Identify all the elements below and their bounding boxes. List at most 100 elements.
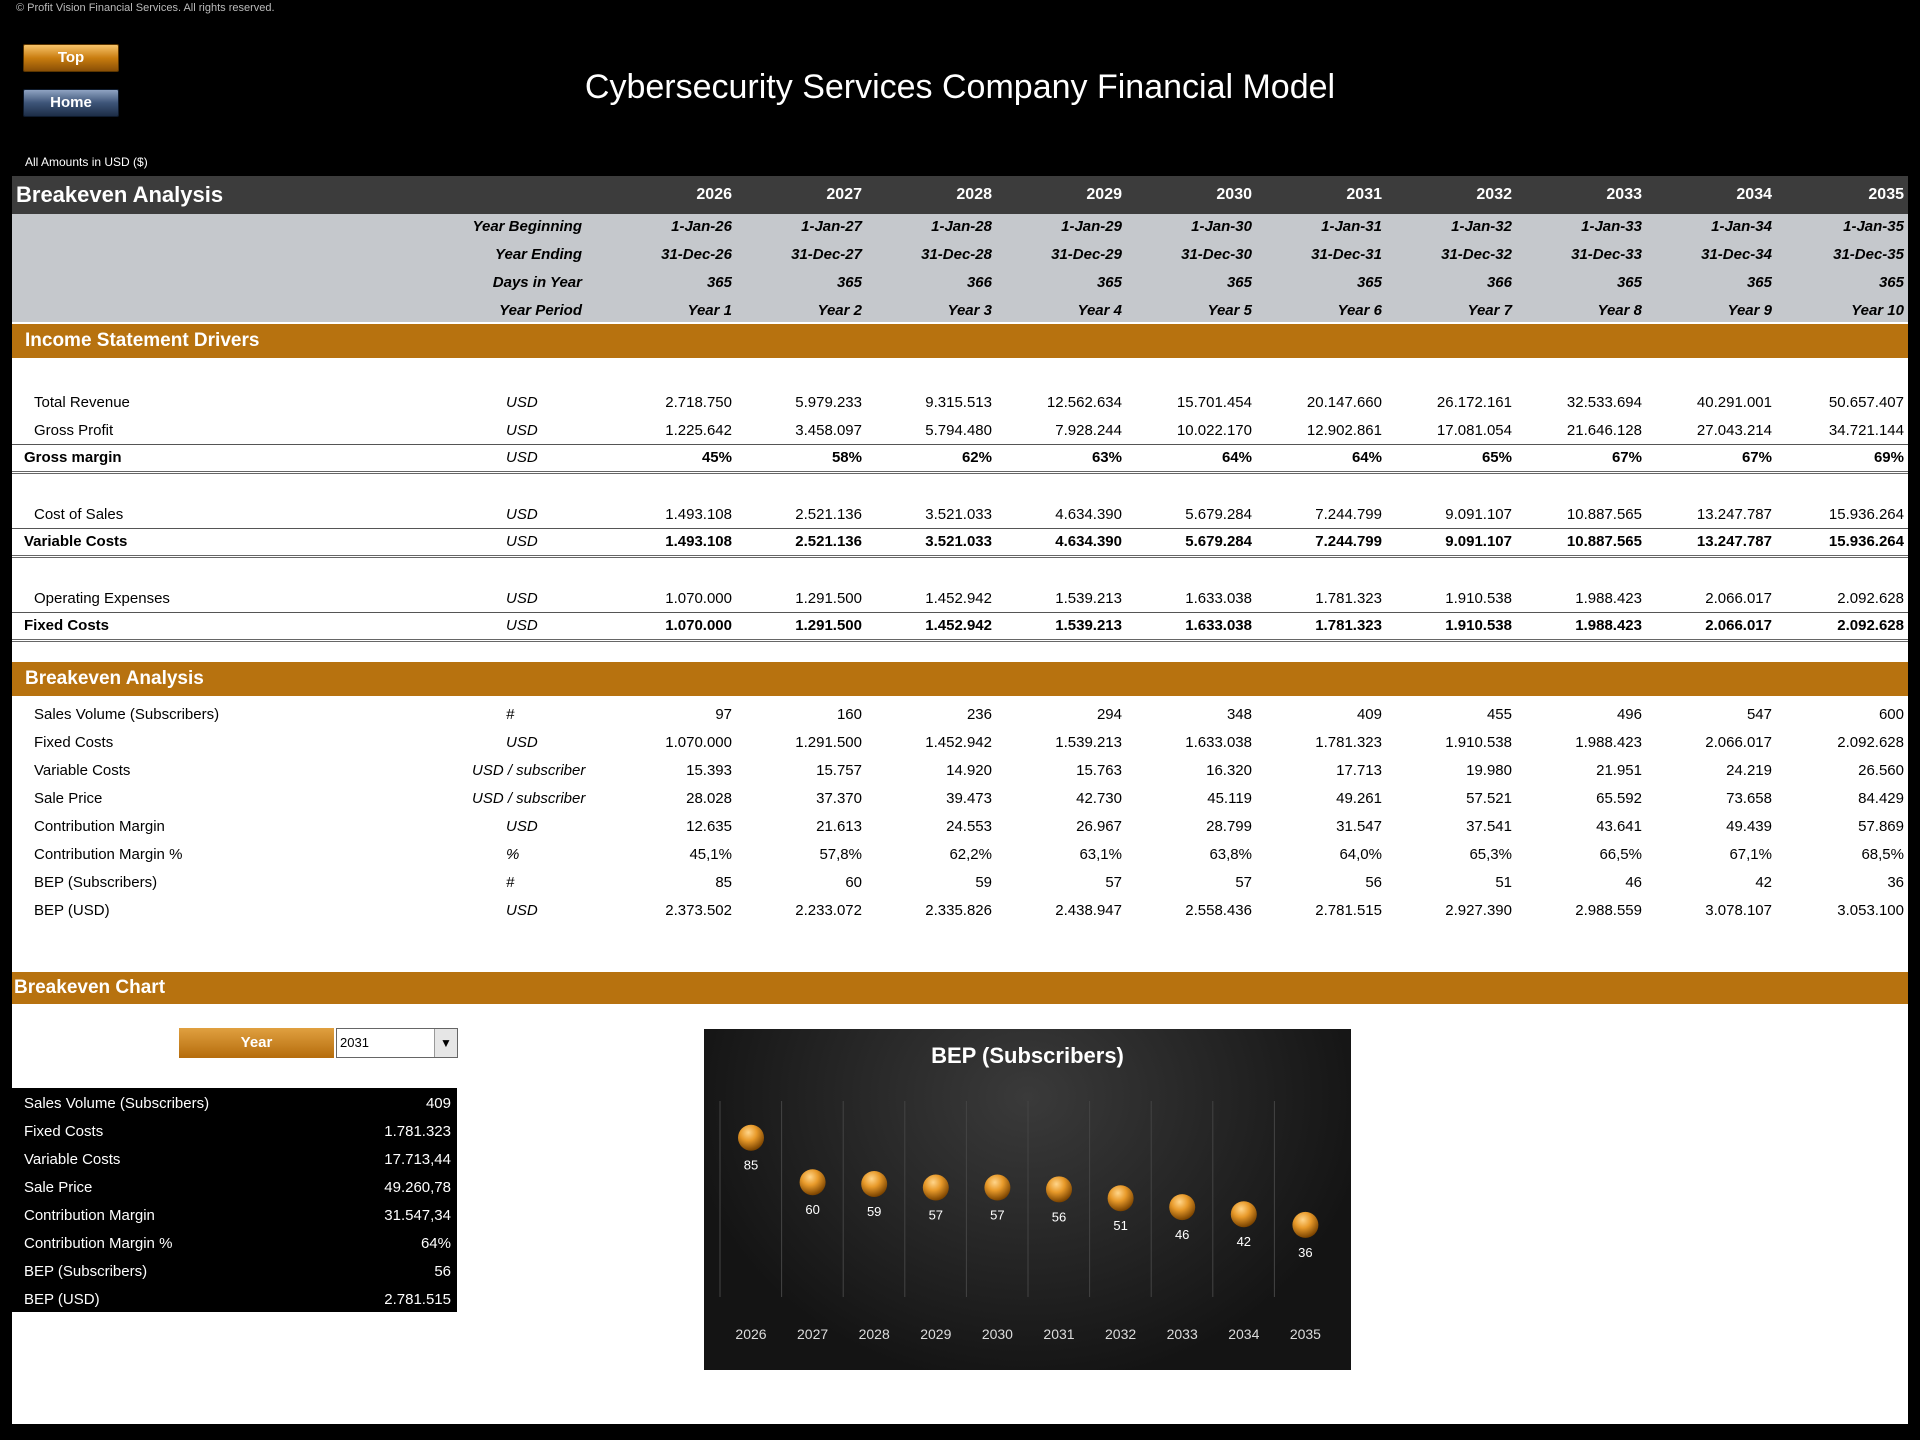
date-cell: Year 6 bbox=[1337, 302, 1382, 319]
row-unit: USD / subscriber bbox=[472, 762, 586, 779]
row-value: 7.244.799 bbox=[1315, 506, 1382, 523]
year-select[interactable]: 2031 ▼ bbox=[336, 1028, 458, 1058]
row-unit: # bbox=[506, 874, 515, 891]
date-cell: 1-Jan-33 bbox=[1581, 218, 1642, 235]
breakeven-row: Sale Price USD / subscriber 28.028 37.370 39… bbox=[12, 786, 1908, 812]
row-value: 26.967 bbox=[1076, 818, 1122, 835]
row-value: 9.091.107 bbox=[1445, 506, 1512, 523]
row-label: Variable Costs bbox=[24, 533, 128, 550]
row-value: 1.070.000 bbox=[665, 734, 732, 751]
header-year: 2031 bbox=[1346, 186, 1382, 203]
summary-value: 2.781.515 bbox=[384, 1291, 451, 1308]
breakeven-row: Variable Costs USD / subscriber 15.393 15.7… bbox=[12, 758, 1908, 784]
row-value: 57 bbox=[1235, 874, 1252, 891]
row-value: 57.869 bbox=[1858, 818, 1904, 835]
date-row: Days in Year 365 365 366 365 365 365 366 365 365 3… bbox=[12, 274, 1908, 298]
row-value: 236 bbox=[966, 706, 992, 723]
income-row: Variable Costs USD 1.493.108 2.521.136 3.521… bbox=[12, 529, 1908, 558]
row-label: Contribution Margin bbox=[34, 818, 165, 835]
row-value: 1.493.108 bbox=[665, 506, 732, 523]
row-value: 409 bbox=[1356, 706, 1382, 723]
row-value: 57.521 bbox=[1466, 790, 1512, 807]
row-value: 37.541 bbox=[1466, 818, 1512, 835]
row-unit: USD bbox=[506, 394, 538, 411]
row-value: 1.493.108 bbox=[665, 533, 732, 550]
row-label: Gross Profit bbox=[34, 422, 114, 439]
date-cell: 31-Dec-29 bbox=[1051, 246, 1122, 263]
row-unit: USD bbox=[506, 617, 538, 634]
row-value: 60 bbox=[845, 874, 862, 891]
row-value: 58% bbox=[831, 449, 862, 466]
date-cell: 31-Dec-26 bbox=[661, 246, 732, 263]
income-drivers-title: Income Statement Drivers bbox=[25, 330, 260, 351]
income-row: Gross margin USD 45% 58% 62% 63% 64% 64% 65% 67% 6… bbox=[12, 445, 1908, 474]
chart-data-label: 57 bbox=[990, 1208, 1004, 1223]
date-row: Year Beginning 1-Jan-26 1-Jan-27 1-Jan-28 1-… bbox=[12, 218, 1908, 242]
row-value: 1.910.538 bbox=[1445, 734, 1512, 751]
income-row: Operating Expenses USD 1.070.000 1.291.500 1… bbox=[12, 586, 1908, 613]
chart-point bbox=[984, 1174, 1011, 1201]
chart-x-tick: 2026 bbox=[735, 1326, 766, 1342]
row-value: 28.799 bbox=[1206, 818, 1252, 835]
row-value: 43.641 bbox=[1596, 818, 1642, 835]
row-value: 84.429 bbox=[1858, 790, 1904, 807]
row-value: 26.172.161 bbox=[1436, 394, 1512, 411]
row-value: 9.315.513 bbox=[925, 394, 992, 411]
row-value: 1.988.423 bbox=[1575, 590, 1642, 607]
row-value: 2.373.502 bbox=[665, 902, 732, 919]
breakeven-row: Contribution Margin USD 12.635 21.613 24.553… bbox=[12, 814, 1908, 840]
row-value: 5.794.480 bbox=[925, 422, 992, 439]
chart-point bbox=[1292, 1211, 1319, 1238]
row-value: 1.781.323 bbox=[1315, 590, 1382, 607]
row-value: 1.633.038 bbox=[1185, 617, 1252, 634]
chart-title: BEP (Subscribers) bbox=[931, 1043, 1124, 1068]
row-value: 64% bbox=[1221, 449, 1252, 466]
row-value: 24.553 bbox=[946, 818, 992, 835]
date-cell: 1-Jan-34 bbox=[1711, 218, 1772, 235]
header-year: 2032 bbox=[1476, 186, 1512, 203]
summary-value: 56 bbox=[434, 1263, 451, 1280]
home-button[interactable]: Home bbox=[23, 89, 119, 117]
row-value: 496 bbox=[1616, 706, 1642, 723]
row-value: 51 bbox=[1495, 874, 1512, 891]
row-value: 64% bbox=[1351, 449, 1382, 466]
row-value: 547 bbox=[1746, 706, 1772, 723]
row-value: 1.291.500 bbox=[795, 617, 862, 634]
row-value: 14.920 bbox=[946, 762, 992, 779]
date-row-label: Year Period bbox=[499, 302, 582, 319]
income-drivers-band: Income Statement Drivers bbox=[12, 324, 1908, 358]
row-value: 4.634.390 bbox=[1055, 533, 1122, 550]
row-value: 67,1% bbox=[1729, 846, 1772, 863]
chart-data-label: 56 bbox=[1052, 1209, 1066, 1224]
chart-point bbox=[1107, 1185, 1134, 1212]
chevron-down-icon[interactable]: ▼ bbox=[434, 1029, 457, 1057]
chart-data-label: 46 bbox=[1175, 1227, 1189, 1242]
summary-label: Fixed Costs bbox=[24, 1123, 104, 1140]
chart-x-tick: 2027 bbox=[797, 1326, 828, 1342]
row-value: 73.658 bbox=[1726, 790, 1772, 807]
row-value: 65,3% bbox=[1469, 846, 1512, 863]
breakeven-row: BEP (Subscribers) #85 60 59 57 57 56 51 46 42 36 bbox=[12, 870, 1908, 896]
row-value: 1.988.423 bbox=[1575, 734, 1642, 751]
summary-row: Sale Price 49.260,78 bbox=[12, 1174, 457, 1202]
row-value: 1.070.000 bbox=[665, 590, 732, 607]
row-value: 69% bbox=[1873, 449, 1904, 466]
summary-label: Sales Volume (Subscribers) bbox=[24, 1095, 210, 1112]
chart-data-label: 42 bbox=[1237, 1234, 1251, 1249]
income-row: Cost of Sales USD 1.493.108 2.521.136 3.521.… bbox=[12, 502, 1908, 529]
row-value: 42.730 bbox=[1076, 790, 1122, 807]
breakeven-row: Fixed Costs USD 1.070.000 1.291.500 1.452.94… bbox=[12, 730, 1908, 756]
summary-row: BEP (Subscribers) 56 bbox=[12, 1258, 457, 1286]
date-cell: Year 4 bbox=[1077, 302, 1122, 319]
top-button[interactable]: Top bbox=[23, 44, 119, 72]
breakeven-analysis-title: Breakeven Analysis bbox=[25, 668, 204, 689]
row-value: 1.452.942 bbox=[925, 734, 992, 751]
row-unit: USD bbox=[506, 590, 538, 607]
summary-label: Contribution Margin bbox=[24, 1207, 155, 1224]
row-label: Sales Volume (Subscribers) bbox=[34, 706, 220, 723]
date-cell: 1-Jan-32 bbox=[1451, 218, 1512, 235]
chart-point bbox=[1046, 1176, 1072, 1203]
row-value: 12.562.634 bbox=[1046, 394, 1122, 411]
summary-value: 409 bbox=[425, 1095, 451, 1112]
row-value: 160 bbox=[836, 706, 862, 723]
